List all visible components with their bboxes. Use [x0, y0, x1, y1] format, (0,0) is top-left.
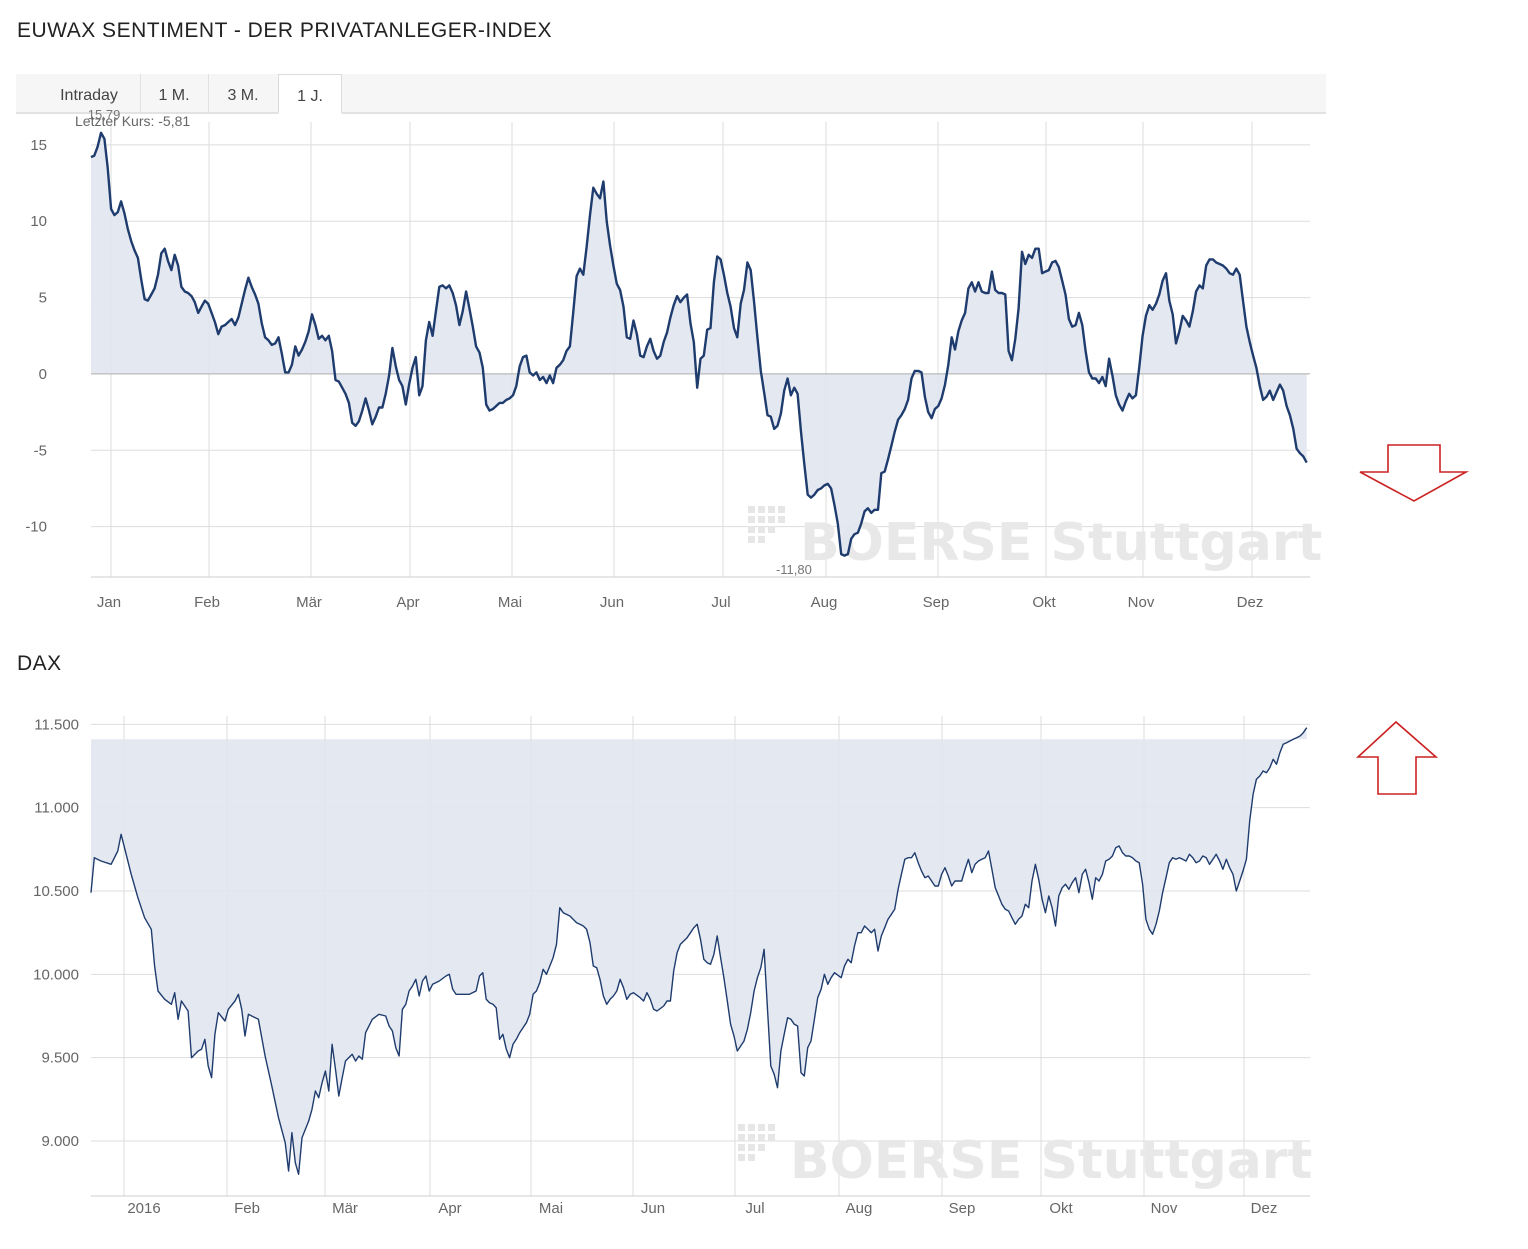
c1-watermark-dot [778, 516, 785, 523]
c1-watermark-dot [748, 536, 755, 543]
c2-y-tick-label: 9.500 [41, 1050, 79, 1067]
c1-x-tick-label: Okt [1032, 594, 1056, 611]
c2-watermark-dot [758, 1124, 765, 1131]
tab-1y[interactable]: 1 J. [278, 74, 342, 114]
c1-watermark-dot [768, 526, 775, 533]
dax-x-ticks: 2016 Feb Mär Apr Mai Jun Jul Aug Sep Okt Nov Dez [127, 1200, 1277, 1217]
c1-x-tick-label: Apr [396, 594, 419, 611]
c1-watermark-dot [758, 516, 765, 523]
extreme-value-label: 15,79 [88, 107, 121, 122]
c2-x-tick-label: Dez [1251, 1200, 1278, 1217]
down-arrow-icon [1359, 444, 1470, 502]
c2-x-tick-label: Apr [438, 1200, 461, 1217]
c1-watermark-dot [748, 516, 755, 523]
c2-x-tick-label: 2016 [127, 1200, 160, 1217]
c1-x-tick-label: Dez [1237, 594, 1264, 611]
c2-watermark-dot [748, 1134, 755, 1141]
c2-y-tick-label: 11.000 [34, 800, 79, 817]
sentiment-x-ticks: Jan Feb Mär Apr Mai Jun Jul Aug Sep Okt Nov Dez [97, 594, 1263, 611]
c2-watermark-dot [768, 1124, 775, 1131]
up-arrow-icon [1355, 720, 1439, 795]
c1-y-tick-label: 5 [39, 290, 47, 307]
dax-watermark: BOERSE Stuttgart [738, 1124, 1312, 1191]
c2-x-tick-label: Mai [539, 1200, 563, 1217]
c2-watermark-dot [748, 1154, 755, 1161]
c2-watermark-text: BOERSE Stuttgart [790, 1131, 1312, 1191]
c2-x-tick-label: Nov [1151, 1200, 1178, 1217]
c2-x-tick-label: Jul [745, 1200, 764, 1217]
tab-1m[interactable]: 1 M. [140, 74, 209, 112]
c1-watermark-dot [758, 526, 765, 533]
dax-title: DAX [17, 652, 62, 675]
c1-watermark-dot [778, 506, 785, 513]
sentiment-series-line [90, 131, 1308, 557]
dax-chart: BOERSE Stuttgart 11.500 11.000 10.500 10.00… [33, 716, 1312, 1217]
c1-watermark-dot [758, 536, 765, 543]
sentiment-chart: BOERSE Stuttgart 15 10 5 0 -5 -10 Jan Feb Mär Ap… [25, 107, 1322, 611]
c2-watermark-dot [748, 1124, 755, 1131]
c1-x-tick-label: Nov [1128, 594, 1155, 611]
c2-watermark-dot [758, 1144, 765, 1151]
c2-watermark-dot [738, 1144, 745, 1151]
c2-x-tick-label: Sep [949, 1200, 976, 1217]
c1-y-tick-label: -10 [25, 519, 47, 536]
c1-watermark-dot [758, 506, 765, 513]
c1-x-tick-label: Aug [811, 594, 838, 611]
c2-watermark-dot [738, 1154, 745, 1161]
c2-watermark-dot [738, 1134, 745, 1141]
c1-y-tick-label: 10 [30, 213, 47, 230]
c1-watermark-dot [748, 526, 755, 533]
sentiment-area [91, 132, 1307, 556]
c1-watermark-text: BOERSE Stuttgart [800, 513, 1322, 573]
timeframe-tabs: Intraday 1 M. 3 M. 1 J. [16, 74, 1326, 114]
c1-y-tick-label: 15 [30, 137, 47, 154]
c2-x-tick-label: Mär [332, 1200, 358, 1217]
dax-area [91, 727, 1307, 1175]
c2-watermark-dot [748, 1144, 755, 1151]
extreme-value-label: -11,80 [776, 562, 812, 577]
c2-x-tick-label: Okt [1049, 1200, 1073, 1217]
c1-x-tick-label: Feb [194, 594, 220, 611]
sentiment-watermark: BOERSE Stuttgart [748, 506, 1322, 573]
c1-x-tick-label: Mär [296, 594, 322, 611]
dax-y-ticks: 11.500 11.000 10.500 10.000 9.500 9.000 [33, 716, 79, 1150]
c2-x-tick-label: Jun [641, 1200, 665, 1217]
sentiment-title: EUWAX SENTIMENT - DER PRIVATANLEGER-INDE… [17, 19, 553, 42]
tab-intraday[interactable]: Intraday [38, 74, 141, 112]
sentiment-y-ticks: 15 10 5 0 -5 -10 [25, 137, 47, 536]
c2-x-tick-label: Feb [234, 1200, 260, 1217]
c1-watermark-dot [768, 516, 775, 523]
sentiment-annotations: 15,79 -11,80 [88, 107, 812, 577]
dax-series-line [90, 727, 1308, 1175]
c1-x-tick-label: Jan [97, 594, 121, 611]
c1-x-tick-label: Mai [498, 594, 522, 611]
c2-watermark-dot [758, 1134, 765, 1141]
c2-watermark-dot [738, 1124, 745, 1131]
c2-x-tick-label: Aug [846, 1200, 873, 1217]
last-price-label: Letzter Kurs: -5,81 [75, 113, 190, 129]
c2-y-tick-label: 9.000 [41, 1133, 79, 1150]
c1-x-tick-label: Jul [711, 594, 730, 611]
c1-y-tick-label: 0 [39, 366, 47, 383]
c1-watermark-dot [768, 506, 775, 513]
c1-x-tick-label: Sep [923, 594, 950, 611]
c1-x-tick-label: Jun [600, 594, 624, 611]
c2-y-tick-label: 10.500 [33, 883, 79, 900]
c2-watermark-dot [768, 1134, 775, 1141]
c2-y-tick-label: 11.500 [34, 716, 79, 733]
c2-y-tick-label: 10.000 [33, 966, 79, 983]
c1-watermark-dot [748, 506, 755, 513]
c1-y-tick-label: -5 [34, 442, 47, 459]
